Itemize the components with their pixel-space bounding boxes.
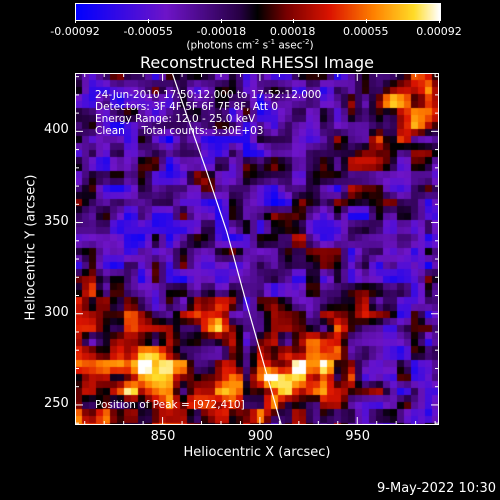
colorbar-tick-label: 0.00055 [343, 25, 389, 38]
colorbar-tick [365, 19, 367, 23]
info-line-clean: Clean Total counts: 3.30E+03 [95, 125, 264, 137]
footer-date: 9-May-2022 10:30 [377, 481, 496, 496]
info-line-time: 24-Jun-2010 17:50:12.000 to 17:52:12.000 [95, 89, 322, 101]
y-tick-label: 350 [44, 213, 69, 229]
colorbar-tick-label: 0.00018 [269, 25, 316, 38]
x-tick-label: 900 [247, 429, 273, 444]
axis-ticks [75, 73, 439, 425]
y-tick-label: 250 [44, 395, 69, 411]
heatmap-image [75, 73, 439, 425]
colorbar-tick-label: -0.00018 [196, 25, 247, 38]
colorbar-tick-label: -0.00092 [50, 25, 100, 38]
colorbar-tick-label: -0.00055 [123, 25, 173, 38]
solar-limb-curve [171, 73, 282, 425]
y-tick-label: 300 [44, 304, 69, 320]
y-tick-label: 400 [44, 122, 69, 138]
chart-title: Reconstructed RHESSI Image [140, 53, 374, 72]
colorbar-tick [148, 19, 150, 23]
x-tick-label: 850 [150, 429, 176, 444]
peak-position-label: Position of Peak = [972,410] [95, 399, 245, 411]
x-axis-label: Heliocentric X (arcsec) [183, 445, 331, 460]
plot-overlay [75, 73, 439, 425]
colorbar-tick [292, 19, 294, 23]
colorbar-tick [439, 19, 440, 23]
plot-frame [75, 73, 439, 425]
x-tick-label: 950 [345, 429, 371, 444]
colorbar [75, 3, 440, 20]
y-axis-label: Heliocentric Y (arcsec) [23, 174, 39, 321]
colorbar-frame [75, 3, 441, 21]
colorbar-tick-label: 0.00092 [416, 25, 462, 38]
info-line-energy: Energy Range: 12.0 - 25.0 keV [95, 113, 256, 125]
info-line-detectors: Detectors: 3F 4F 5F 6F 7F 8F, Att 0 [95, 101, 279, 113]
colorbar-tick [75, 19, 76, 23]
colorbar-tick [221, 19, 223, 23]
colorbar-unit-label: (photons cm-2 s-1 asec-2) [186, 38, 314, 52]
